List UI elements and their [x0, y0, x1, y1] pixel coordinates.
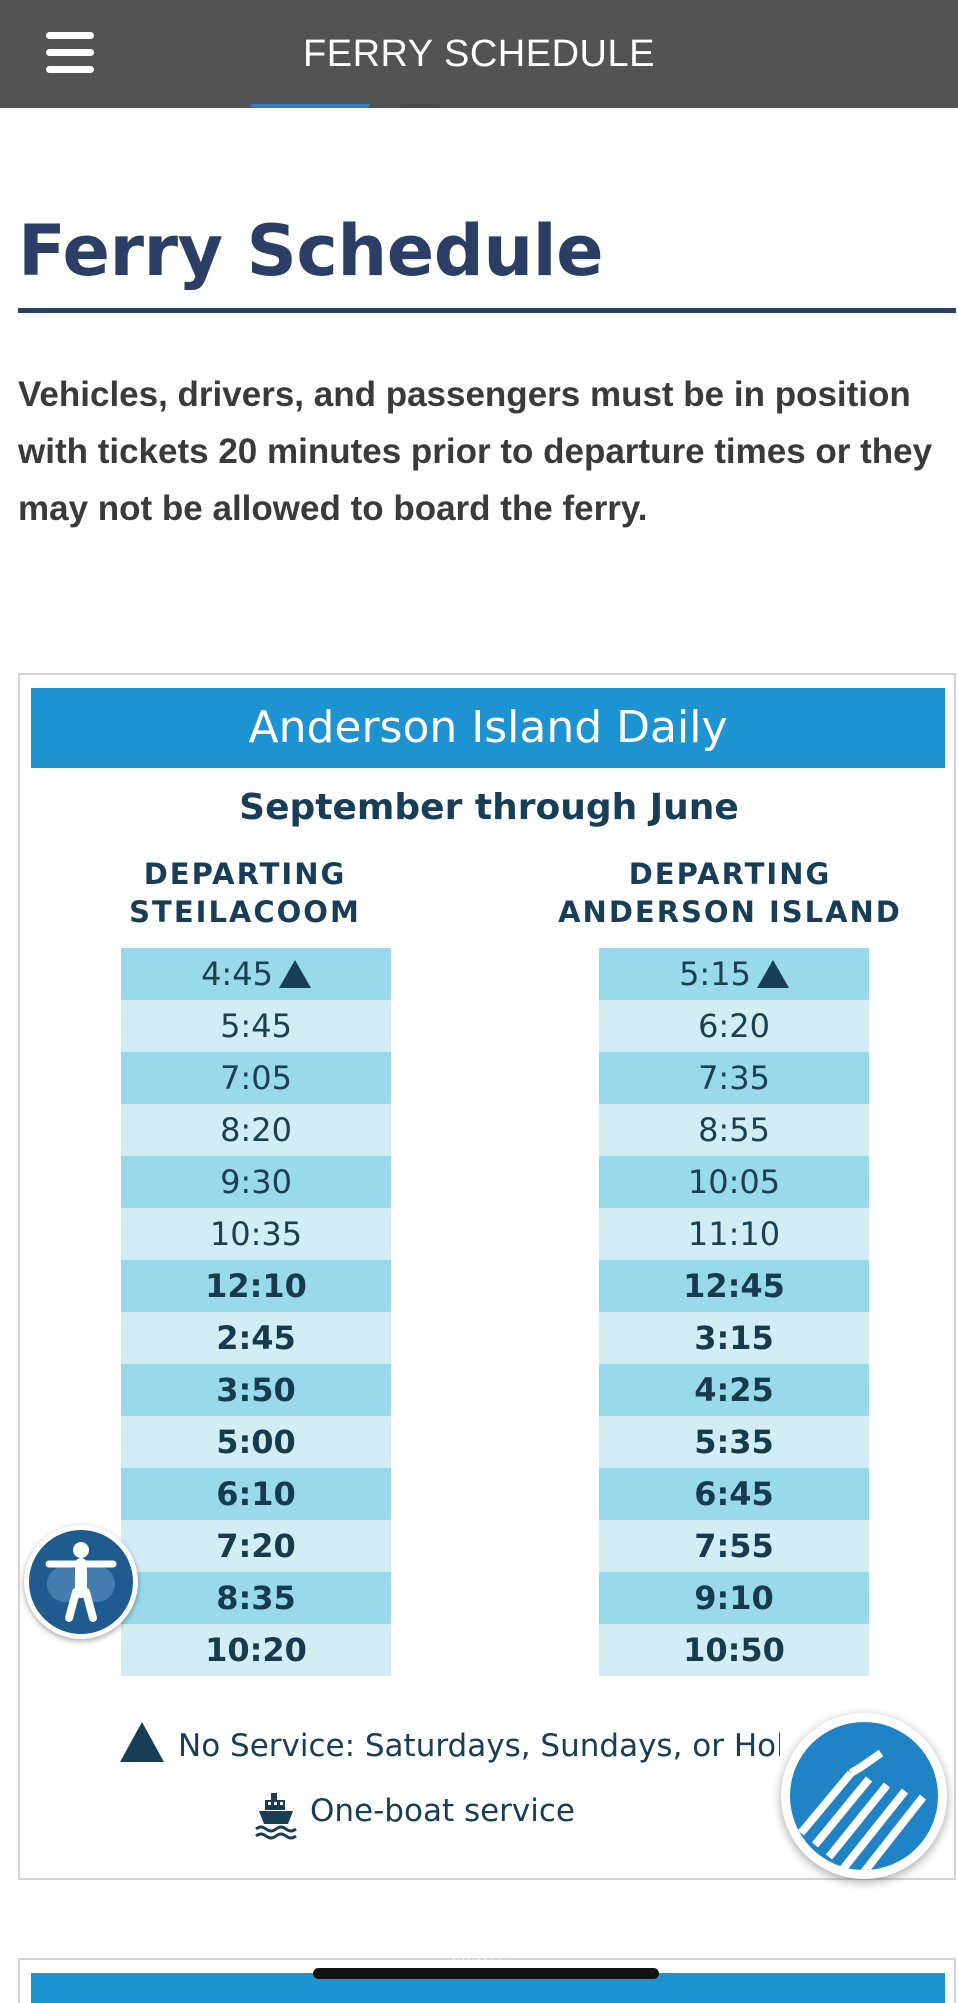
time-row: 10:20: [121, 1624, 391, 1676]
brand-chat-button[interactable]: [781, 1713, 947, 1879]
departure-time: 5:45: [220, 1007, 292, 1045]
column-heading-line: DEPARTING: [628, 857, 832, 891]
intro-paragraph: Vehicles, drivers, and passengers must b…: [18, 375, 933, 528]
time-row: 3:15: [599, 1312, 869, 1364]
departure-time: 10:35: [209, 1215, 303, 1253]
title-divider: [18, 308, 956, 313]
scrolled-link-remnant: [70, 104, 470, 114]
time-row: 9:30: [121, 1156, 391, 1208]
departure-time: 10:50: [683, 1631, 785, 1669]
time-row: 4:25: [599, 1364, 869, 1416]
column-heading-line: STEILACOOM: [129, 895, 361, 929]
departure-time: 12:10: [205, 1267, 307, 1305]
time-row: 8:20: [121, 1104, 391, 1156]
hamburger-menu-icon[interactable]: [46, 32, 94, 74]
mountain-logo-icon: [790, 1722, 938, 1870]
nav-title: FERRY SCHEDULE: [303, 32, 655, 75]
time-row: 6:45: [599, 1468, 869, 1520]
departure-time: 10:20: [205, 1631, 307, 1669]
departure-time: 7:20: [216, 1527, 296, 1565]
schedule-season: September through June: [239, 787, 739, 828]
time-row: 12:45: [599, 1260, 869, 1312]
legend-one-boat-text: One-boat service: [310, 1793, 575, 1829]
departure-time: 9:10: [694, 1579, 774, 1617]
anderson-island-departure-times: 5:15 6:20 7:35 8:55 10:05 11:10 12:45 3:15 4:25 5…: [599, 948, 869, 1676]
time-row: 10:50: [599, 1624, 869, 1676]
departure-time: 7:05: [220, 1059, 292, 1097]
time-row: 11:10: [599, 1208, 869, 1260]
time-row: 2:45: [121, 1312, 391, 1364]
time-row: 5:35: [599, 1416, 869, 1468]
departure-time: 4:25: [694, 1371, 774, 1409]
no-weekend-triangle-icon: [278, 960, 311, 988]
legend-clip: No Service: Saturdays, Sundays, or Holid…: [20, 675, 780, 1882]
departure-time: 4:45: [201, 955, 273, 993]
time-row: 6:10: [121, 1468, 391, 1520]
time-row: 4:45: [121, 948, 391, 1000]
time-row: 8:55: [599, 1104, 869, 1156]
departure-time: 2:45: [216, 1319, 296, 1357]
home-indicator[interactable]: [313, 1968, 659, 1979]
ferry-boat-icon: [255, 1793, 297, 1840]
accessibility-person-icon: [45, 1542, 117, 1622]
time-row: 5:15: [599, 948, 869, 1000]
departure-time: 6:20: [698, 1007, 770, 1045]
departure-time: 3:15: [694, 1319, 774, 1357]
departure-time: 3:50: [216, 1371, 296, 1409]
time-row: 9:10: [599, 1572, 869, 1624]
departure-time: 10:05: [687, 1163, 781, 1201]
departure-time: 7:35: [698, 1059, 770, 1097]
time-row: 5:45: [121, 1000, 391, 1052]
time-row: 6:20: [599, 1000, 869, 1052]
schedule-header: Anderson Island Daily: [31, 688, 945, 768]
departure-time: 8:55: [698, 1111, 770, 1149]
departure-time: 5:35: [694, 1423, 774, 1461]
column-heading-line: DEPARTING: [143, 857, 347, 891]
time-row: 7:55: [599, 1520, 869, 1572]
time-row: 10:35: [121, 1208, 391, 1260]
time-row: 12:10: [121, 1260, 391, 1312]
time-row: 7:20: [121, 1520, 391, 1572]
page-title: Ferry Schedule: [18, 210, 604, 292]
departure-time: 6:45: [694, 1475, 774, 1513]
departure-time: 8:20: [220, 1111, 292, 1149]
departure-time: 11:10: [687, 1215, 781, 1253]
watermark: NWMLS: [450, 1955, 508, 1970]
column-heading-steilacoom: DEPARTING STEILACOOM: [100, 855, 390, 931]
legend-no-service: No Service: Saturdays, Sundays, or Holid…: [120, 1722, 780, 1764]
time-row: 10:05: [599, 1156, 869, 1208]
departure-time: 7:55: [694, 1527, 774, 1565]
departure-time: 6:10: [216, 1475, 296, 1513]
time-row: 7:35: [599, 1052, 869, 1104]
departure-time: 12:45: [683, 1267, 785, 1305]
top-nav-bar: FERRY SCHEDULE: [0, 0, 958, 108]
legend-one-boat: One-boat service: [255, 1793, 575, 1840]
departure-time: 5:15: [679, 955, 751, 993]
departure-time: 8:35: [216, 1579, 296, 1617]
departure-time: 5:00: [216, 1423, 296, 1461]
departure-time: 9:30: [220, 1163, 292, 1201]
schedule-card: Anderson Island Daily September through …: [18, 673, 956, 1880]
steilacoom-departure-times: 4:45 5:45 7:05 8:20 9:30 10:35 12:10 2:45 3:50 5:…: [121, 948, 391, 1676]
time-row: 7:05: [121, 1052, 391, 1104]
column-heading-anderson-island: DEPARTING ANDERSON ISLAND: [550, 855, 910, 931]
triangle-icon: [120, 1722, 164, 1762]
time-row: 3:50: [121, 1364, 391, 1416]
time-row: 8:35: [121, 1572, 391, 1624]
time-row: 5:00: [121, 1416, 391, 1468]
column-heading-line: ANDERSON ISLAND: [558, 895, 902, 929]
no-weekend-triangle-icon: [756, 960, 789, 988]
legend-no-service-text: No Service: Saturdays, Sundays, or Holid…: [178, 1728, 780, 1764]
accessibility-button[interactable]: [24, 1525, 138, 1639]
